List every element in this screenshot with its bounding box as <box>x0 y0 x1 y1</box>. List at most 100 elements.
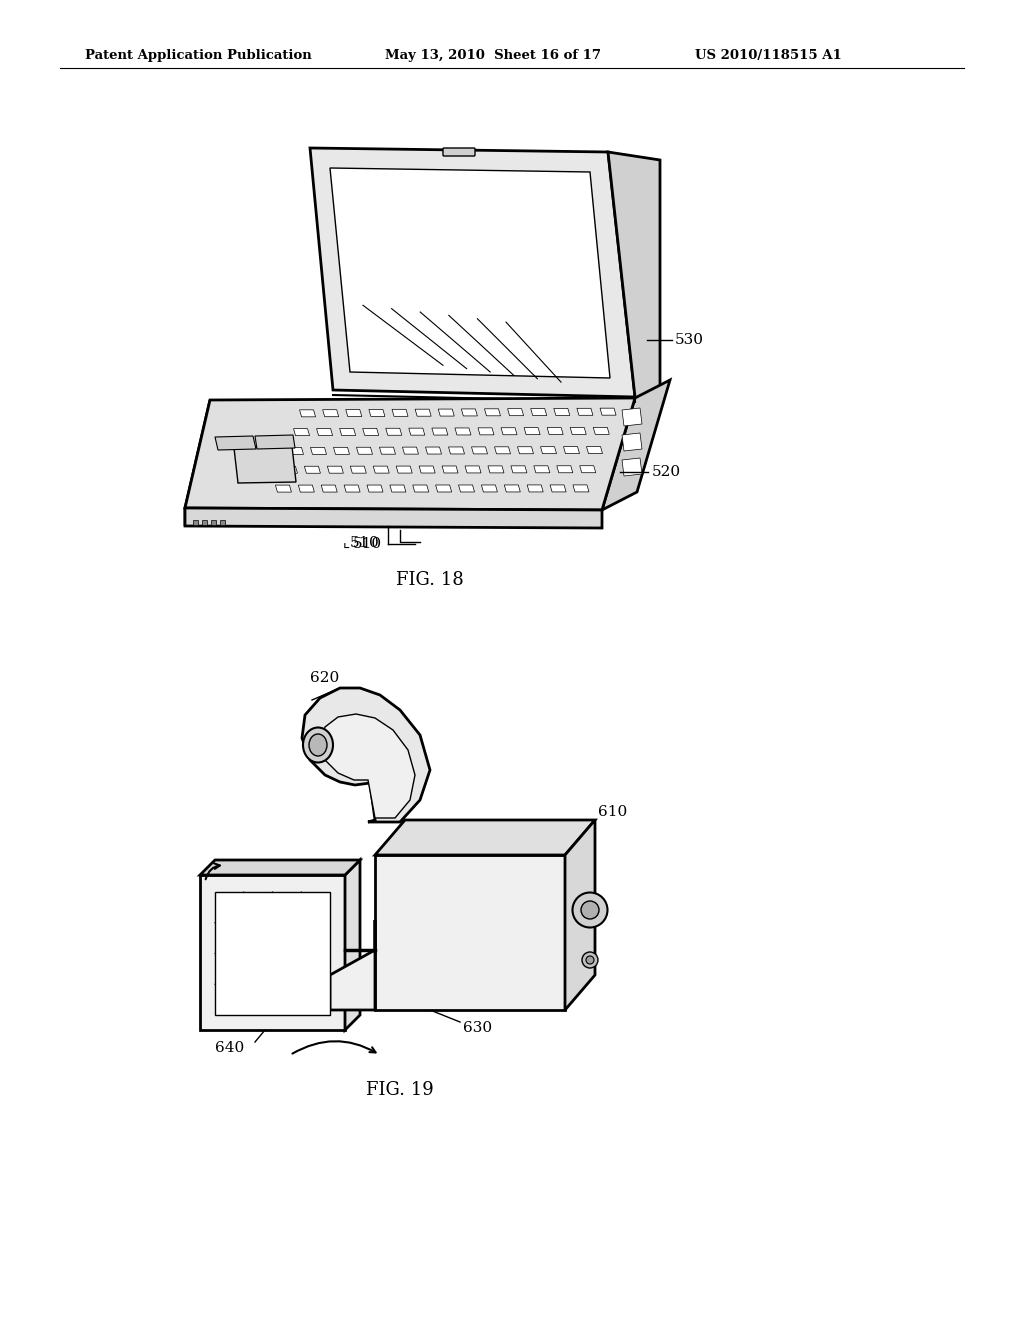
Polygon shape <box>319 714 415 818</box>
Polygon shape <box>356 447 373 454</box>
Text: $\llcorner$510: $\llcorner$510 <box>342 535 379 549</box>
Polygon shape <box>193 520 198 525</box>
Text: FIG. 19: FIG. 19 <box>367 1081 434 1100</box>
Polygon shape <box>527 484 543 492</box>
Polygon shape <box>488 466 504 473</box>
Polygon shape <box>316 429 333 436</box>
Polygon shape <box>577 408 593 416</box>
Polygon shape <box>362 429 379 436</box>
Polygon shape <box>511 466 527 473</box>
Polygon shape <box>471 447 487 454</box>
Polygon shape <box>202 520 207 525</box>
Polygon shape <box>449 447 465 454</box>
Polygon shape <box>402 447 419 454</box>
Polygon shape <box>426 447 441 454</box>
Polygon shape <box>380 447 395 454</box>
Polygon shape <box>459 484 474 492</box>
Text: 620: 620 <box>310 671 339 685</box>
Polygon shape <box>481 484 498 492</box>
Polygon shape <box>432 428 447 436</box>
Polygon shape <box>557 466 572 473</box>
Polygon shape <box>185 508 602 528</box>
Polygon shape <box>622 458 642 477</box>
Polygon shape <box>541 446 556 454</box>
Polygon shape <box>419 466 435 473</box>
FancyBboxPatch shape <box>443 148 475 156</box>
Polygon shape <box>580 466 596 473</box>
Polygon shape <box>255 436 295 449</box>
Polygon shape <box>409 428 425 436</box>
Ellipse shape <box>572 892 607 928</box>
Polygon shape <box>330 920 375 1010</box>
Polygon shape <box>234 446 296 483</box>
Polygon shape <box>344 484 360 492</box>
Polygon shape <box>608 152 660 411</box>
Polygon shape <box>375 855 565 1010</box>
Polygon shape <box>350 466 367 473</box>
Polygon shape <box>484 409 501 416</box>
Polygon shape <box>211 520 216 525</box>
Polygon shape <box>550 484 566 492</box>
Polygon shape <box>220 520 225 525</box>
Polygon shape <box>442 466 458 473</box>
Polygon shape <box>185 399 635 510</box>
Text: 640: 640 <box>215 1041 245 1055</box>
Text: 520: 520 <box>652 465 681 479</box>
Polygon shape <box>340 429 355 436</box>
Polygon shape <box>547 428 563 434</box>
Polygon shape <box>215 436 256 450</box>
Text: 530: 530 <box>675 333 705 347</box>
Text: 610: 610 <box>598 805 628 818</box>
Polygon shape <box>298 484 314 492</box>
Polygon shape <box>501 428 517 434</box>
Polygon shape <box>330 168 610 378</box>
Polygon shape <box>310 148 635 397</box>
Polygon shape <box>415 409 431 416</box>
Text: US 2010/118515 A1: US 2010/118515 A1 <box>695 49 842 62</box>
Polygon shape <box>215 892 330 1015</box>
Text: Patent Application Publication: Patent Application Publication <box>85 49 311 62</box>
Polygon shape <box>554 408 569 416</box>
Polygon shape <box>495 447 511 454</box>
Polygon shape <box>294 429 309 436</box>
Polygon shape <box>288 447 303 454</box>
Polygon shape <box>465 466 481 473</box>
Polygon shape <box>517 446 534 454</box>
Polygon shape <box>386 428 401 436</box>
Text: 630: 630 <box>463 1020 493 1035</box>
Polygon shape <box>462 409 477 416</box>
Ellipse shape <box>303 727 333 763</box>
Polygon shape <box>304 466 321 474</box>
Polygon shape <box>524 428 540 434</box>
Polygon shape <box>570 428 586 434</box>
Polygon shape <box>413 484 429 492</box>
Ellipse shape <box>582 952 598 968</box>
Polygon shape <box>367 484 383 492</box>
Polygon shape <box>328 466 343 473</box>
Polygon shape <box>334 447 349 454</box>
Polygon shape <box>565 820 595 1010</box>
Text: FIG. 18: FIG. 18 <box>396 572 464 589</box>
Text: 510: 510 <box>353 537 382 550</box>
Polygon shape <box>392 409 408 416</box>
Polygon shape <box>530 409 547 416</box>
Polygon shape <box>390 484 406 492</box>
Polygon shape <box>302 688 430 822</box>
Polygon shape <box>478 428 494 434</box>
Polygon shape <box>587 446 602 454</box>
Polygon shape <box>438 409 455 416</box>
Polygon shape <box>573 484 589 492</box>
Polygon shape <box>346 409 361 417</box>
Polygon shape <box>300 409 315 417</box>
Polygon shape <box>600 408 616 416</box>
Text: May 13, 2010  Sheet 16 of 17: May 13, 2010 Sheet 16 of 17 <box>385 49 601 62</box>
Polygon shape <box>200 875 345 1030</box>
Polygon shape <box>504 484 520 492</box>
Polygon shape <box>435 484 452 492</box>
Polygon shape <box>508 409 523 416</box>
Polygon shape <box>345 861 360 1030</box>
Polygon shape <box>593 428 609 434</box>
Polygon shape <box>322 484 337 492</box>
Polygon shape <box>185 400 210 525</box>
Polygon shape <box>622 433 642 451</box>
